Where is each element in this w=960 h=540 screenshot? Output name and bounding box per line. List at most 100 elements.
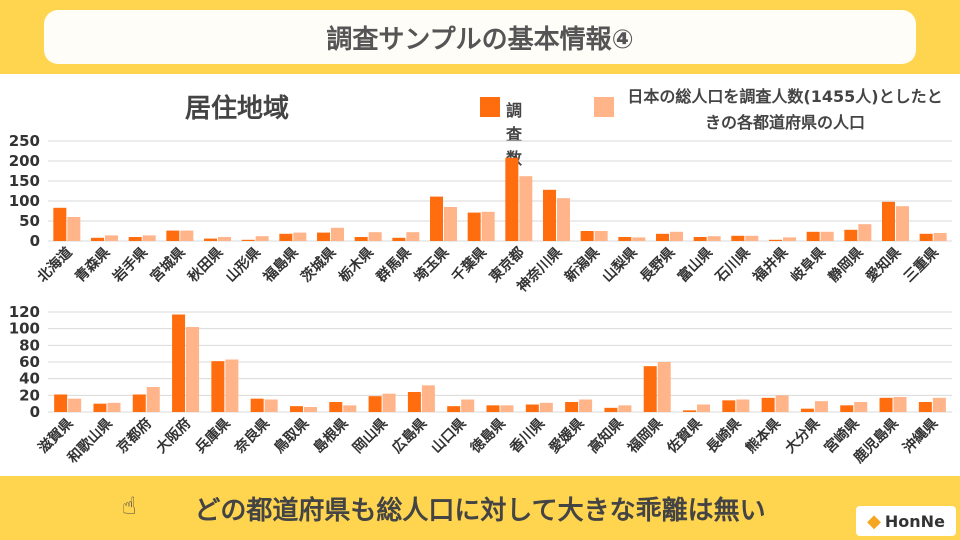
bar-population bbox=[444, 207, 457, 241]
bar-population bbox=[406, 232, 420, 241]
page-title: 調査サンプルの基本情報④ bbox=[44, 10, 916, 64]
bar-population bbox=[618, 405, 632, 412]
x-tick-label: 香川県 bbox=[506, 415, 548, 457]
bar-population bbox=[783, 237, 796, 241]
x-tick-label: 福島県 bbox=[259, 244, 301, 286]
x-tick-label: 徳島県 bbox=[466, 415, 508, 457]
bar-population bbox=[814, 401, 828, 412]
x-tick-label: 栃木県 bbox=[335, 244, 377, 286]
x-tick-label: 埼玉県 bbox=[411, 244, 453, 286]
x-tick-label: 山梨県 bbox=[599, 244, 641, 286]
bar-survey bbox=[919, 233, 933, 241]
footer-message: どの都道府県も総人口に対して大きな乖離は無い bbox=[194, 495, 766, 526]
bar-population bbox=[893, 397, 907, 412]
bar-survey bbox=[486, 405, 500, 412]
x-tick-label: 静岡県 bbox=[825, 244, 867, 286]
bar-population bbox=[579, 399, 593, 412]
bar-population bbox=[142, 235, 156, 241]
bar-population bbox=[146, 387, 160, 412]
bar-survey bbox=[722, 400, 736, 412]
x-tick-label: 愛媛県 bbox=[546, 415, 588, 457]
bar-population bbox=[343, 405, 357, 412]
bar-survey bbox=[882, 201, 895, 241]
bar-survey bbox=[769, 239, 782, 241]
bar-survey bbox=[289, 406, 303, 412]
bar-population bbox=[218, 237, 231, 241]
y-tick-label: 100 bbox=[9, 320, 40, 338]
x-tick-label: 沖縄県 bbox=[899, 415, 941, 457]
bar-survey bbox=[643, 366, 657, 412]
honne-logo-icon: ◆ bbox=[867, 510, 881, 532]
y-tick-label: 50 bbox=[19, 212, 40, 230]
bar-survey bbox=[166, 230, 180, 241]
bar-population bbox=[303, 407, 317, 412]
bar-population bbox=[382, 393, 396, 412]
y-tick-label: 20 bbox=[19, 386, 40, 404]
bar-population bbox=[745, 235, 759, 241]
y-tick-label: 60 bbox=[19, 353, 40, 371]
x-tick-label: 青森県 bbox=[72, 244, 114, 286]
bar-survey bbox=[91, 237, 104, 241]
bar-population bbox=[736, 399, 750, 412]
bar-population bbox=[896, 206, 909, 241]
bar-population bbox=[932, 397, 946, 412]
bar-survey bbox=[132, 394, 146, 412]
bar-survey bbox=[918, 402, 932, 412]
bar-survey bbox=[54, 394, 68, 412]
bar-population bbox=[670, 231, 683, 241]
bar-survey bbox=[565, 402, 579, 412]
y-tick-label: 100 bbox=[9, 192, 40, 210]
x-tick-label: 岐阜県 bbox=[787, 244, 829, 286]
bar-survey bbox=[407, 392, 421, 412]
bar-survey bbox=[354, 237, 368, 241]
bar-survey bbox=[656, 233, 669, 241]
bar-population bbox=[461, 399, 475, 412]
x-tick-label: 京都府 bbox=[113, 415, 155, 457]
bar-population bbox=[500, 405, 514, 412]
y-tick-label: 120 bbox=[9, 303, 40, 321]
x-tick-label: 奈良県 bbox=[231, 415, 273, 457]
bar-population bbox=[820, 231, 834, 241]
bar-survey bbox=[618, 237, 632, 241]
y-tick-label: 80 bbox=[19, 336, 40, 354]
bar-survey bbox=[211, 361, 225, 412]
bar-population bbox=[264, 399, 278, 412]
bar-population bbox=[105, 235, 118, 241]
x-tick-label: 北海道 bbox=[34, 244, 76, 286]
bar-population bbox=[68, 398, 82, 412]
bar-survey bbox=[844, 229, 858, 241]
bar-population bbox=[293, 232, 307, 241]
bar-population bbox=[519, 176, 533, 241]
bar-survey bbox=[204, 238, 217, 241]
bar-population bbox=[594, 231, 608, 241]
section-title: 居住地域 bbox=[185, 94, 290, 124]
bar-population bbox=[481, 211, 495, 241]
x-tick-label: 新潟県 bbox=[561, 244, 603, 286]
x-tick-label: 大阪府 bbox=[153, 415, 195, 457]
legend-label-population: 日本の総人口を調査人数(1455人)としたときの各都道府県の人口 bbox=[627, 87, 943, 132]
bar-population bbox=[697, 404, 711, 412]
bar-survey bbox=[93, 403, 107, 412]
y-tick-label: 0 bbox=[30, 403, 40, 421]
x-tick-label: 大分県 bbox=[782, 415, 824, 457]
x-tick-label: 熊本県 bbox=[742, 415, 784, 457]
bar-survey bbox=[806, 231, 820, 241]
x-tick-label: 福井県 bbox=[749, 244, 791, 286]
bar-survey bbox=[840, 405, 854, 412]
x-tick-label: 千葉県 bbox=[448, 244, 490, 286]
bar-survey bbox=[879, 397, 893, 412]
bar-survey bbox=[761, 397, 775, 412]
x-tick-label: 佐賀県 bbox=[663, 415, 705, 457]
x-tick-label: 岩手県 bbox=[109, 244, 151, 286]
bar-survey bbox=[172, 314, 186, 412]
bar-population bbox=[854, 402, 868, 412]
y-tick-label: 250 bbox=[9, 132, 40, 150]
bar-survey bbox=[241, 239, 255, 241]
bar-population bbox=[421, 385, 435, 412]
bar-population bbox=[775, 395, 789, 412]
bar-survey bbox=[693, 237, 707, 241]
bar-survey bbox=[317, 232, 330, 241]
x-tick-label: 山口県 bbox=[429, 416, 470, 457]
x-tick-label: 長崎県 bbox=[703, 415, 745, 457]
y-tick-label: 150 bbox=[9, 172, 40, 190]
